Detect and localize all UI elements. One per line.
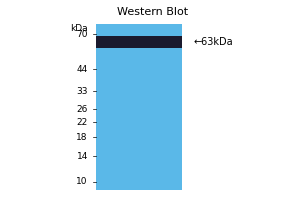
Text: 10: 10 [76,177,88,186]
Text: kDa: kDa [70,24,88,33]
Text: 22: 22 [77,118,88,127]
Text: 18: 18 [76,133,88,142]
Text: 33: 33 [76,87,88,96]
Text: 14: 14 [76,152,88,161]
Text: 70: 70 [76,30,88,39]
Text: ←63kDa: ←63kDa [193,37,233,47]
Text: 26: 26 [76,105,88,114]
Bar [96,36,182,48]
Text: 44: 44 [77,65,88,74]
Bar [96,24,182,190]
Text: Western Blot: Western Blot [117,7,188,17]
